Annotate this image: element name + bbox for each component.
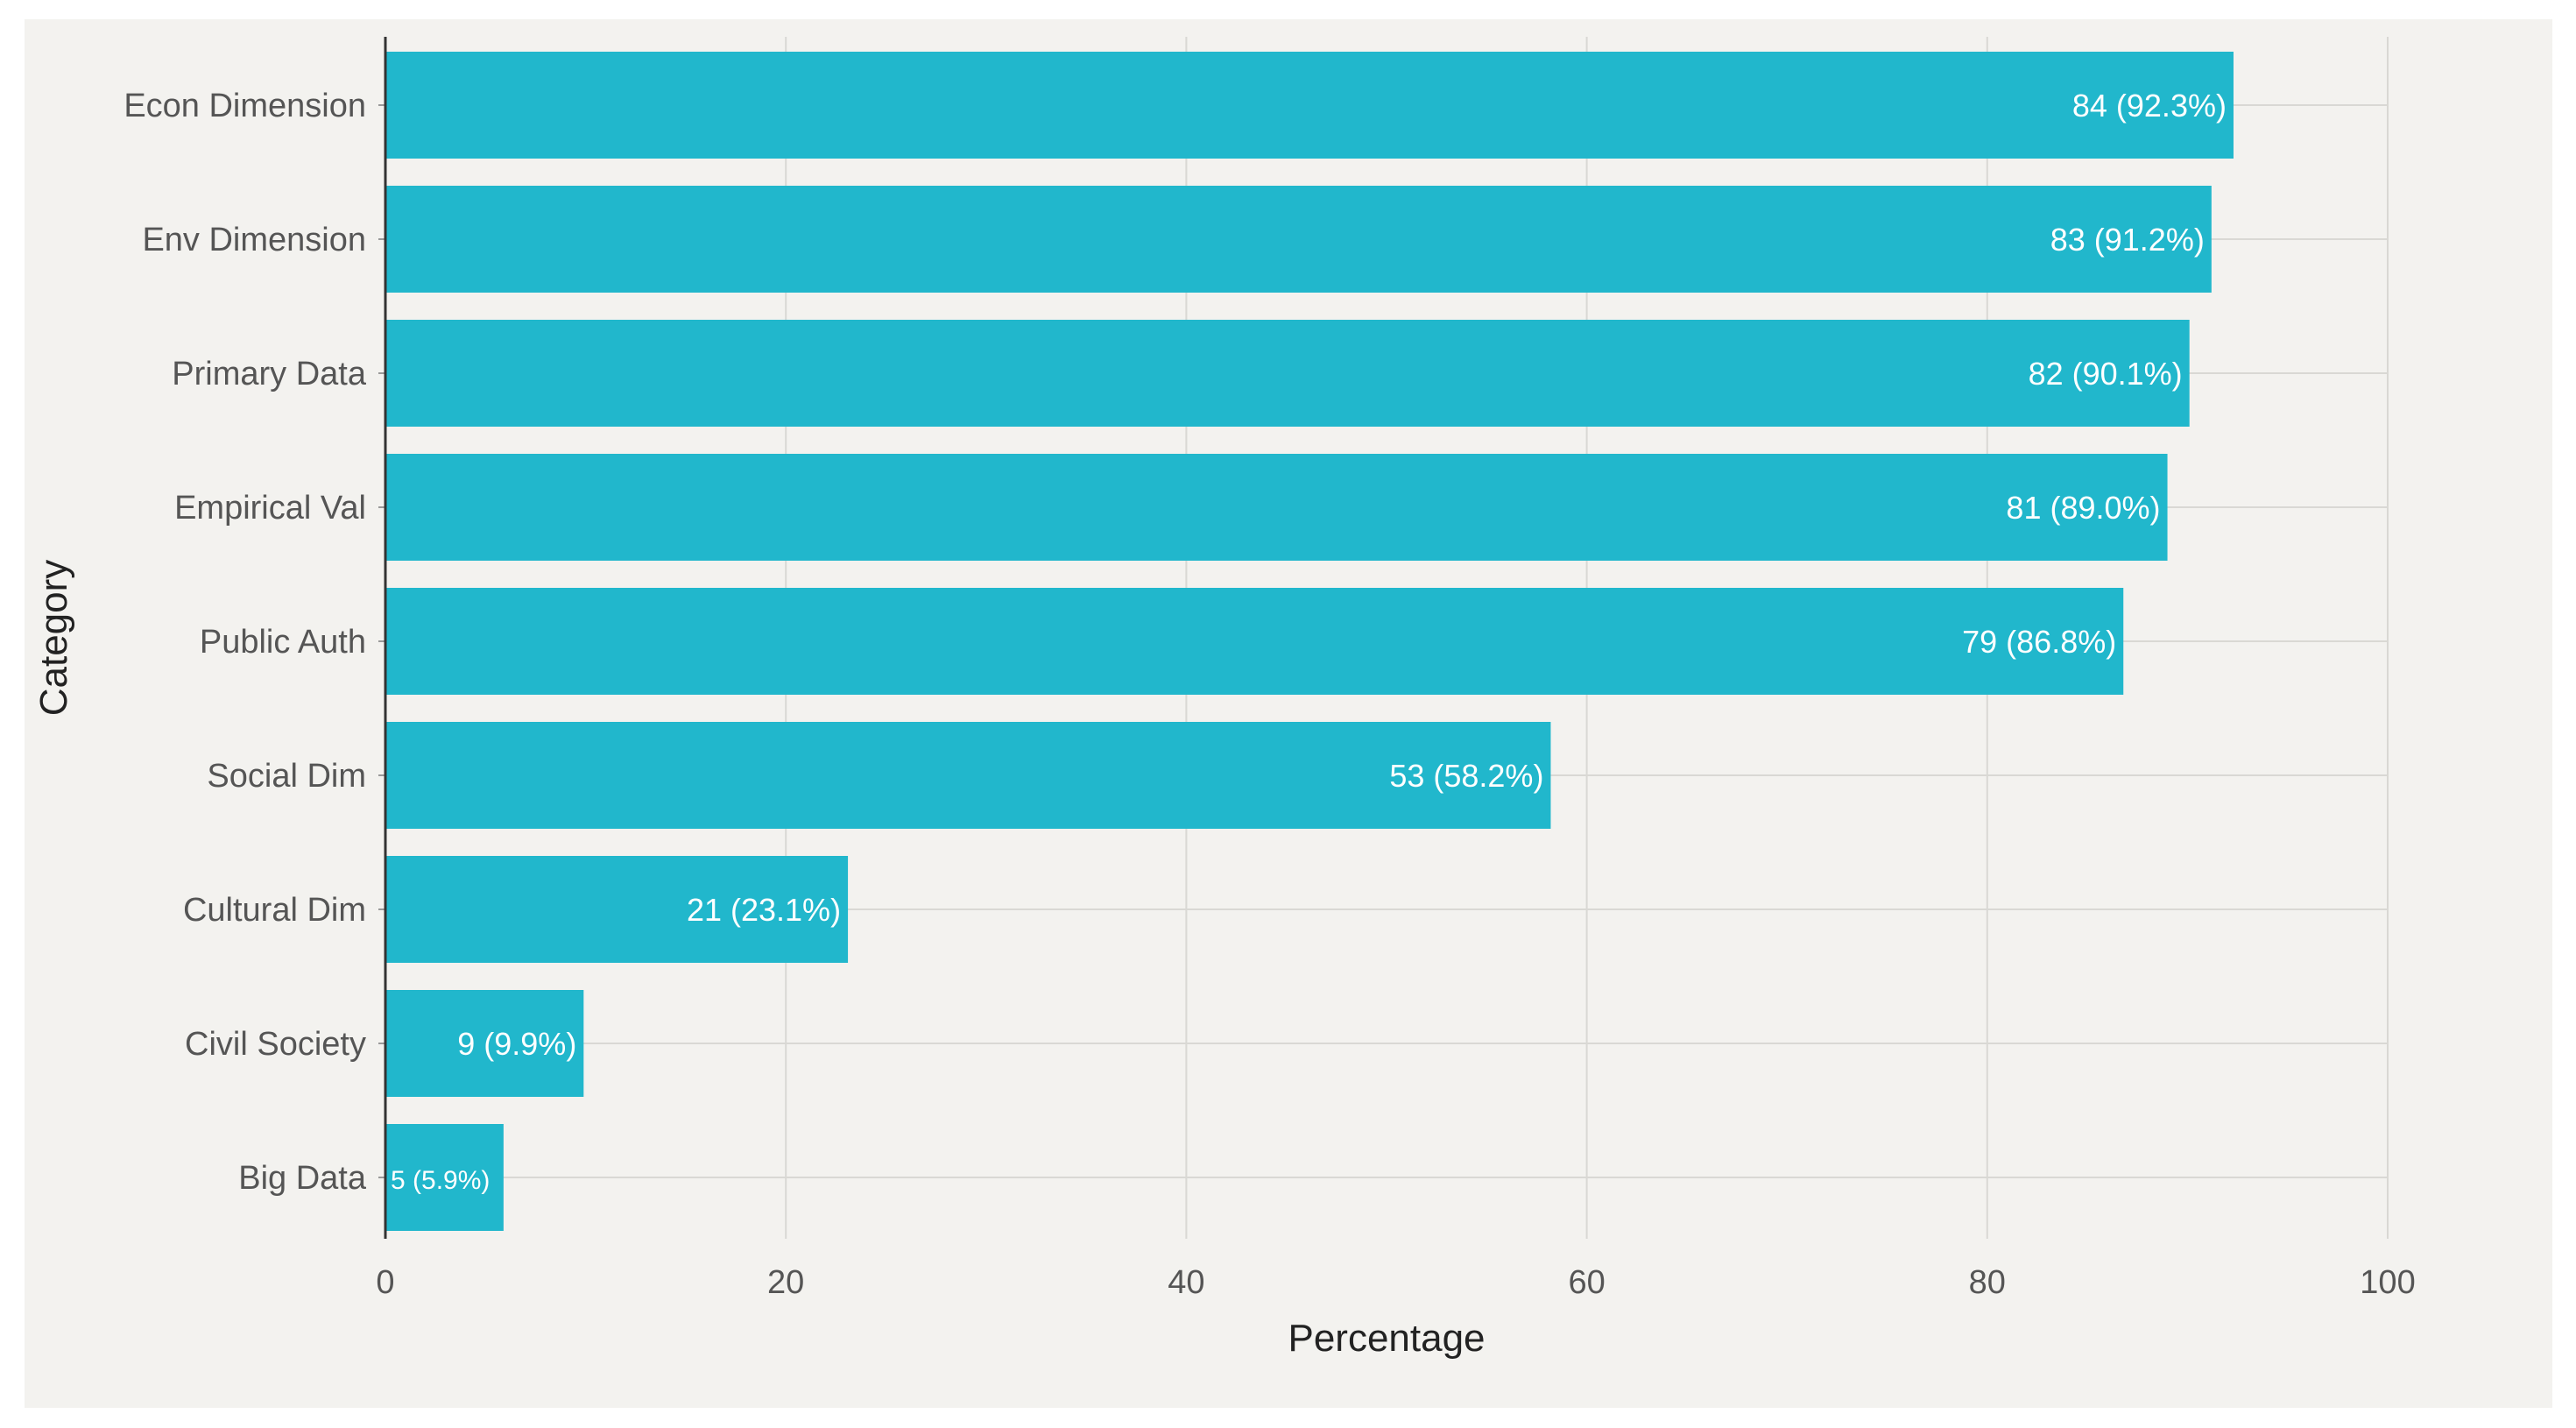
bars: [385, 52, 2234, 1231]
y-axis-title: Category: [32, 560, 75, 717]
y-tick-label: Civil Society: [185, 1026, 366, 1063]
bar-data-label: 82 (90.1%): [2029, 356, 2183, 392]
x-tick-label: 100: [2360, 1264, 2415, 1301]
x-tick-label: 80: [1969, 1264, 2006, 1301]
y-tick-label: Empirical Val: [174, 490, 366, 527]
y-tick-labels: Econ Dimension Env Dimension Primary Data E…: [124, 88, 385, 1197]
bar: [385, 52, 2234, 159]
x-tick-label: 40: [1168, 1264, 1204, 1301]
y-tick-label: Public Auth: [200, 624, 366, 661]
y-tick-label: Econ Dimension: [124, 88, 366, 124]
data-labels: 84 (92.3%) 83 (91.2%) 82 (90.1%) 81 (89.0%)…: [391, 88, 2227, 1195]
bar: [385, 320, 2190, 427]
bar-chart: 84 (92.3%) 83 (91.2%) 82 (90.1%) 81 (89.0%)…: [32, 37, 2416, 1360]
y-tick-label: Big Data: [238, 1160, 367, 1197]
chart-area: 84 (92.3%) 83 (91.2%) 82 (90.1%) 81 (89.0%)…: [25, 19, 2552, 1408]
bar-data-label: 9 (9.9%): [457, 1026, 576, 1062]
y-tick-label: Primary Data: [172, 356, 367, 392]
y-tick-label: Env Dimension: [142, 222, 366, 258]
x-tick-label: 20: [767, 1264, 804, 1301]
bar-data-label: 53 (58.2%): [1389, 758, 1543, 794]
y-tick-label: Social Dim: [207, 758, 366, 795]
bar: [385, 1124, 504, 1231]
bar: [385, 588, 2124, 695]
bar: [385, 990, 584, 1097]
x-tick-labels: 0 20 40 60 80 100: [376, 1264, 2415, 1301]
x-tick-label: 60: [1568, 1264, 1605, 1301]
bar: [385, 186, 2212, 293]
bar-data-label: 84 (92.3%): [2072, 88, 2227, 124]
bar-data-label: 83 (91.2%): [2050, 222, 2205, 258]
bar-data-label: 21 (23.1%): [687, 892, 841, 928]
bar: [385, 856, 849, 963]
bar: [385, 454, 2168, 561]
x-axis-title: Percentage: [1288, 1317, 1485, 1360]
bar: [385, 722, 1551, 829]
bar-data-label: 5 (5.9%): [391, 1166, 490, 1195]
y-tick-label: Cultural Dim: [183, 892, 366, 929]
x-tick-label: 0: [376, 1264, 394, 1301]
bar-data-label: 81 (89.0%): [2006, 490, 2160, 526]
bar-data-label: 79 (86.8%): [1962, 624, 2116, 660]
